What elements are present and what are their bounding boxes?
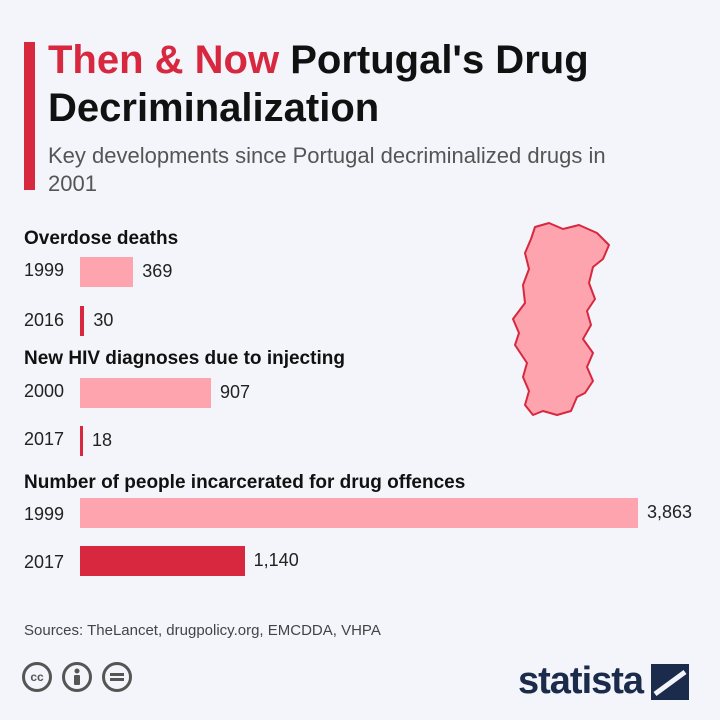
bar-hiv-2017 xyxy=(80,426,83,456)
statista-logo[interactable]: statista xyxy=(518,660,690,703)
sources-note: Sources: TheLancet, drugpolicy.org, EMCD… xyxy=(24,622,381,639)
portugal-map-icon xyxy=(512,222,610,416)
value-label: 1,140 xyxy=(253,550,299,570)
bar-incarcerated-1999 xyxy=(80,498,638,528)
license-icons: cc xyxy=(22,662,132,692)
title-rest: Portugal's Drug Decriminalization xyxy=(48,38,589,130)
bar-overdose-2016 xyxy=(80,306,85,336)
year-label: 2017 xyxy=(24,429,65,449)
brand-name: statista xyxy=(518,660,644,702)
statista-mark-icon xyxy=(651,663,690,700)
subtitle: Key developments since Portugal decrimin… xyxy=(48,143,606,196)
bar-overdose-1999 xyxy=(80,257,134,287)
value-label: 30 xyxy=(93,310,114,330)
page-title: Then & Now Portugal's Drug Decriminaliza… xyxy=(48,36,698,132)
bar-hiv-2000 xyxy=(80,378,211,408)
title-accent-bar xyxy=(24,42,35,190)
year-label: 2016 xyxy=(24,310,65,330)
value-label: 369 xyxy=(142,261,173,281)
bar-incarcerated-2017 xyxy=(80,546,245,576)
group-label-hiv: New HIV diagnoses due to injecting xyxy=(24,348,345,369)
year-label: 1999 xyxy=(24,260,65,280)
group-label-overdose: Overdose deaths xyxy=(24,228,179,249)
attribution-icon[interactable] xyxy=(62,662,92,692)
value-label: 907 xyxy=(220,382,251,402)
no-derivatives-icon[interactable] xyxy=(102,662,132,692)
year-label: 1999 xyxy=(24,504,65,524)
title-highlight: Then & Now xyxy=(48,38,280,82)
value-label: 18 xyxy=(92,430,113,450)
year-label: 2000 xyxy=(24,381,65,401)
creative-commons-icon[interactable]: cc xyxy=(22,662,52,692)
value-label: 3,863 xyxy=(647,502,693,522)
group-label-incarcerated: Number of people incarcerated for drug o… xyxy=(24,472,466,493)
year-label: 2017 xyxy=(24,552,65,572)
